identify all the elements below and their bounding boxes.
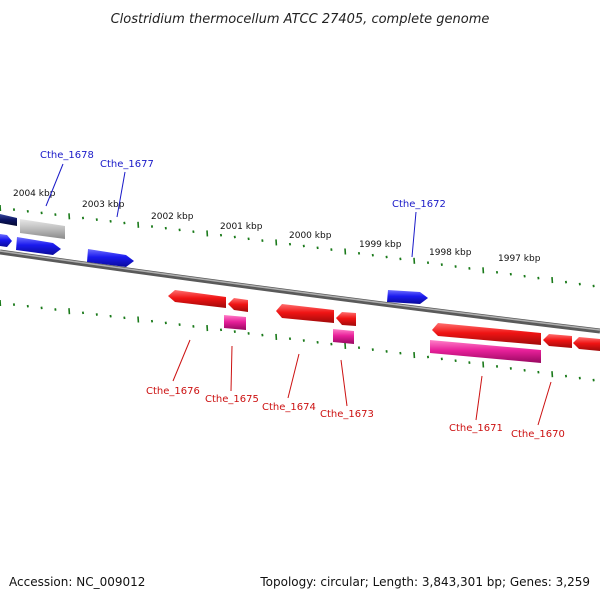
gene-arrow-cthe-1679 — [0, 234, 12, 247]
reverse-leader-lines — [172, 339, 552, 426]
scale-label-2004: 2004 kbp — [13, 189, 56, 199]
leader-cthe-1672 — [411, 211, 417, 258]
scale-label-1999: 1999 kbp — [359, 240, 402, 250]
accession-text: Accession: NC_009012 — [9, 575, 145, 589]
gene-arrow-cthe-1672 — [387, 290, 428, 304]
leader-cthe-1670 — [537, 381, 552, 426]
map-title: Clostridium thermocellum ATCC 27405, com… — [111, 12, 490, 27]
gene-arrow-cthe-1675 — [228, 298, 248, 312]
gene-arrow-cthe-1674 — [276, 304, 334, 323]
gene-label-cthe-1675[interactable]: Cthe_1675 — [205, 394, 259, 405]
gene-arrow-cthe-1673 — [336, 312, 356, 326]
scale-label-2002: 2002 kbp — [151, 212, 194, 222]
scale-label-1998: 1998 kbp — [429, 248, 472, 258]
gene-arrow-cthe-1676 — [168, 290, 226, 308]
rna-cthe-1671 — [430, 340, 541, 363]
gene-label-cthe-1678[interactable]: Cthe_1678 — [40, 150, 94, 161]
reverse-strand-features — [168, 290, 600, 363]
forward-strand-features — [0, 214, 428, 304]
inner-tick-track — [0, 299, 595, 382]
gene-label-cthe-1670[interactable]: Cthe_1670 — [511, 429, 565, 440]
leader-cthe-1674 — [287, 353, 300, 399]
gene-label-cthe-1671[interactable]: Cthe_1671 — [449, 423, 503, 434]
gene-arrow-cthe-1671 — [432, 323, 541, 345]
outer-tick-track — [0, 204, 595, 288]
scale-label-2000: 2000 kbp — [289, 231, 332, 241]
gene-label-cthe-1677[interactable]: Cthe_1677 — [100, 159, 154, 170]
gene-arrow-cthe-1669 — [573, 337, 600, 351]
gene-arrow-cthe-1670 — [543, 334, 572, 348]
navy-feature — [0, 214, 17, 226]
gene-label-cthe-1674[interactable]: Cthe_1674 — [262, 402, 316, 413]
leader-cthe-1671 — [475, 375, 483, 421]
scale-label-1997: 1997 kbp — [498, 254, 541, 264]
genome-backbone — [0, 249, 600, 334]
leader-cthe-1675 — [230, 345, 233, 392]
leader-cthe-1677 — [116, 171, 126, 218]
scale-label-2001: 2001 kbp — [220, 222, 263, 232]
gene-label-cthe-1676[interactable]: Cthe_1676 — [146, 386, 200, 397]
leader-cthe-1676 — [172, 339, 191, 382]
gene-label-cthe-1672[interactable]: Cthe_1672 — [392, 199, 446, 210]
leader-cthe-1678 — [45, 163, 64, 207]
rna-cthe-1675 — [224, 315, 246, 330]
gene-label-cthe-1673[interactable]: Cthe_1673 — [320, 409, 374, 420]
gray-feature — [20, 219, 65, 239]
leader-cthe-1673 — [340, 359, 348, 407]
rna-cthe-1673 — [333, 329, 354, 344]
genome-backbone-highlight — [0, 250, 600, 331]
gene-arrow-cthe-1678 — [16, 237, 61, 255]
genome-summary-text: Topology: circular; Length: 3,843,301 bp… — [259, 575, 590, 589]
scale-label-2003: 2003 kbp — [82, 200, 125, 210]
gene-arrow-cthe-1677 — [87, 249, 134, 267]
forward-leader-lines — [45, 163, 417, 258]
